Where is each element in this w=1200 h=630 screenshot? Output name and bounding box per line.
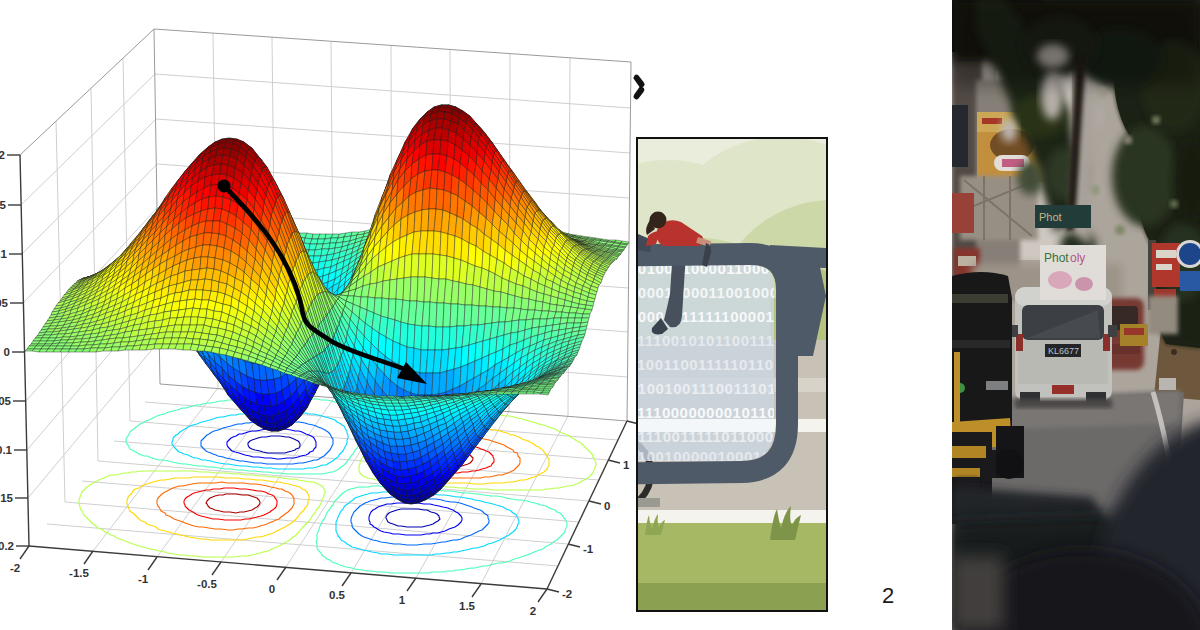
svg-text:-0.05: -0.05 <box>0 395 12 407</box>
svg-text:0: 0 <box>604 500 610 512</box>
svg-text:-1: -1 <box>583 543 594 555</box>
svg-text:-0.15: -0.15 <box>0 492 14 504</box>
svg-text:-1: -1 <box>138 573 149 585</box>
svg-text:1.5: 1.5 <box>459 600 476 612</box>
svg-text:-2: -2 <box>562 588 572 600</box>
svg-text:11110010101100111: 11110010101100111 <box>638 332 774 349</box>
svg-text:0.2: 0.2 <box>0 149 5 161</box>
svg-text:-0.1: -0.1 <box>0 444 13 456</box>
svg-text:01001001110011101: 01001001110011101 <box>638 380 776 397</box>
svg-text:0: 0 <box>4 346 10 358</box>
svg-text:0: 0 <box>269 583 275 595</box>
svg-text:01110011111011000: 01110011111011000 <box>638 428 774 445</box>
svg-text:1: 1 <box>623 459 630 471</box>
svg-text:0.15: 0.15 <box>0 199 7 211</box>
svg-text:-0.5: -0.5 <box>197 578 217 590</box>
svg-text:0.05: 0.05 <box>0 297 9 309</box>
svg-text:-2: -2 <box>10 562 20 574</box>
svg-text:-0.2: -0.2 <box>0 540 14 552</box>
svg-text:0.1: 0.1 <box>0 248 8 260</box>
svg-text:0.5: 0.5 <box>329 589 346 601</box>
svg-text:1: 1 <box>399 594 406 606</box>
svg-text:11110000000010110: 11110000000010110 <box>638 404 776 421</box>
svg-text:00001000011001000: 00001000011001000 <box>638 284 779 301</box>
svg-text:11001100111110110: 11001100111110110 <box>638 356 774 373</box>
svg-text:-1.5: -1.5 <box>69 567 89 579</box>
svg-text:2: 2 <box>530 605 536 617</box>
